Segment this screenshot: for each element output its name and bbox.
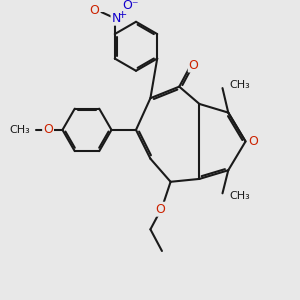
Text: O⁻: O⁻ [122, 0, 139, 12]
Text: N: N [112, 12, 121, 25]
Text: CH₃: CH₃ [230, 191, 250, 201]
Text: O: O [156, 203, 165, 216]
Text: CH₃: CH₃ [9, 125, 30, 135]
Text: O: O [90, 4, 100, 17]
Text: O: O [248, 135, 258, 148]
Text: O: O [189, 58, 199, 71]
Text: +: + [118, 10, 128, 20]
Text: CH₃: CH₃ [230, 80, 250, 90]
Text: O: O [43, 123, 53, 136]
